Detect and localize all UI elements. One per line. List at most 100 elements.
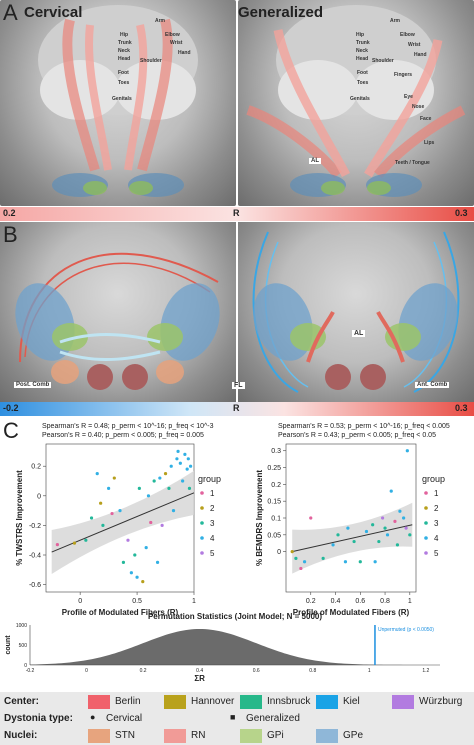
scatter-point <box>129 571 133 575</box>
panel-a-al-label: AL <box>309 158 321 164</box>
group-legend-label: 1 <box>434 489 439 498</box>
x-tick-label: 0.5 <box>132 598 142 605</box>
scatter-point <box>404 526 408 530</box>
panel-b-letter: B <box>3 222 18 247</box>
center-name: Würzburg <box>419 696 463 707</box>
nucleus-name: GPe <box>343 730 364 741</box>
brain-axial-generalized <box>238 222 474 402</box>
y-tick-label: -0.4 <box>29 553 41 560</box>
x-tick-label: 0.6 <box>355 598 365 605</box>
center-swatch <box>392 695 414 709</box>
x-tick-label: 0.4 <box>331 598 341 605</box>
scatter-point <box>187 486 192 490</box>
hist-y-tick-label: 500 <box>19 643 28 649</box>
y-tick-label: -0.2 <box>29 523 41 530</box>
legend-nuclei-label: Nuclei: <box>4 730 38 741</box>
fiber-rendering-axial-cervical-svg <box>15 252 220 390</box>
left-stats-line1: Spearman's R = 0.48; p_perm < 10^-16; p_… <box>42 423 214 430</box>
homunculus-left-label: Hand <box>178 50 191 56</box>
panel-a-cbar-mid: R <box>233 208 240 218</box>
homunculus-left-label: Hip <box>120 32 129 38</box>
homunculus-right-label: Trunk <box>356 40 370 46</box>
scatter-point <box>302 560 307 564</box>
y-tick-label: 0.3 <box>271 448 281 455</box>
legend-center-label: Center: <box>4 696 40 707</box>
fiber-rendering-axial-generalized-svg <box>252 231 460 393</box>
group-legend-label: 3 <box>210 519 215 528</box>
scatter-point <box>389 489 393 493</box>
x-tick-label: 0 <box>78 598 82 605</box>
scatter-point <box>405 449 409 453</box>
brain-coronal-generalized <box>238 0 474 206</box>
group-legend-marker <box>424 521 428 525</box>
homunculus-right-label: Arm <box>390 18 401 24</box>
homunculus-right-label: Fingers <box>394 72 413 78</box>
right-stats-line1: Spearman's R = 0.53; p_perm < 10^-16; p_… <box>278 423 450 430</box>
hist-x-tick-label: 1 <box>368 668 371 674</box>
panel-a-left-title: Cervical <box>24 4 83 21</box>
homunculus-left-label: Wrist <box>170 40 183 46</box>
y-tick-label: 0 <box>277 549 281 556</box>
panel-b-al-label: AL <box>352 330 366 337</box>
homunculus-left-label: Elbow <box>165 32 180 38</box>
scatter-point <box>398 509 402 513</box>
scatter-point <box>110 511 114 516</box>
scatter-point <box>99 501 103 505</box>
scatter-point <box>141 580 145 584</box>
scatter-point <box>364 529 369 534</box>
y-tick-label: 0 <box>37 493 41 500</box>
group-legend-label: 5 <box>434 549 439 558</box>
nucleus-swatch <box>316 729 338 743</box>
group-legend-marker <box>424 551 428 555</box>
panel-b-cbar-max: 0.3 <box>455 403 468 413</box>
scatter-point <box>169 464 173 468</box>
permutation-histogram: Permutation Statistics (Joint Model; N =… <box>5 613 440 683</box>
group-legend-marker <box>200 521 204 525</box>
group-legend-marker <box>200 536 204 540</box>
group-legend-label: 4 <box>210 534 215 543</box>
panel-b-cbar-min: -0.2 <box>3 403 19 413</box>
scatter-bfmdrs: 0.2 0.4 0.6 0.8 1 0 0.05 0.1 0.15 0.2 0.25 0.3 Profi… <box>255 443 445 617</box>
scatter-point <box>393 519 397 523</box>
center-name: Innsbruck <box>267 696 311 707</box>
homunculus-right-label: Teeth / Tongue <box>395 160 430 166</box>
x-tick-label: 0.8 <box>380 598 390 605</box>
homunculus-right-label: Shoulder <box>372 58 394 64</box>
panel-b-colorbar <box>0 402 474 416</box>
brain-axial-cervical <box>0 222 236 402</box>
unpermuted-label: Unpermuted (p < 0.0050) <box>378 627 434 633</box>
scatter-point <box>72 541 77 545</box>
center-swatch <box>316 695 338 709</box>
fiber-rendering-generalized-svg <box>246 5 466 197</box>
group-legend-label: 5 <box>210 549 215 558</box>
dystonia-name: Generalized <box>246 713 300 724</box>
hist-y-tick-label: 0 <box>24 663 27 669</box>
panel-b-post-comb: Post. Comb <box>14 382 52 388</box>
x-axis-label: Profile of Modulated Fibers (R) <box>62 608 179 617</box>
scatter-point <box>358 560 362 564</box>
homunculus-right-label: Genitals <box>350 96 370 102</box>
group-legend-marker <box>424 491 428 495</box>
center-swatch <box>240 695 262 709</box>
y-tick-label: 0.2 <box>31 464 41 471</box>
hist-x-tick-label: 0.6 <box>253 668 260 674</box>
homunculus-right-label: Nose <box>412 104 425 110</box>
scatter-point <box>188 464 193 468</box>
homunculus-left-label: Toes <box>118 80 130 86</box>
scatter-point <box>336 533 340 537</box>
group-legend-marker <box>424 536 428 540</box>
homunculus-left-label: Genitals <box>112 96 132 102</box>
x-tick-label: 0.2 <box>306 598 316 605</box>
hist-x-tick-label: 0.8 <box>309 668 316 674</box>
scatter-point <box>155 560 160 564</box>
scatter-point <box>352 539 356 544</box>
group-legend-marker <box>200 551 204 555</box>
hist-x-tick-label: 0.2 <box>140 668 147 674</box>
scatter-point <box>346 526 350 530</box>
scatter-point <box>121 560 126 564</box>
scatter-point <box>178 461 182 465</box>
scatter-point <box>167 486 171 490</box>
scatter-point <box>101 523 105 527</box>
panel-b-cbar-mid: R <box>233 403 240 413</box>
nucleus-swatch <box>164 729 186 743</box>
